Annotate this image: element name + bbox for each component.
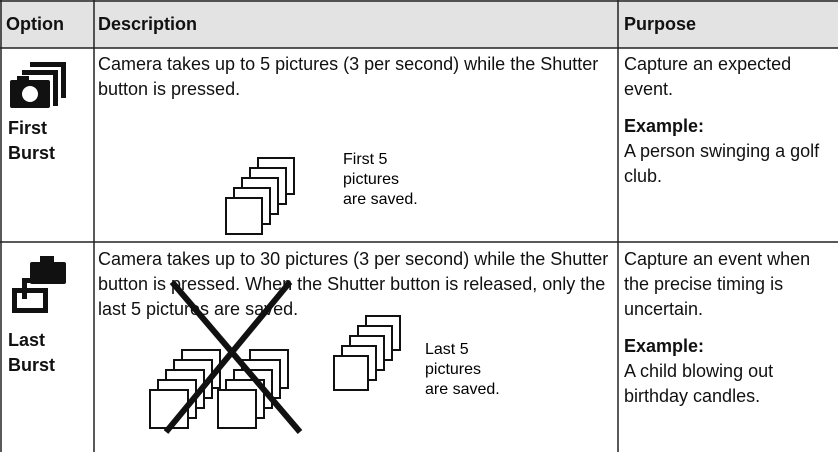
diagram-label: First 5 pictures are saved. (343, 150, 418, 210)
description: Camera takes up to 30 pictures (3 per se… (98, 249, 609, 319)
label-line: are saved. (425, 381, 500, 398)
description: Camera takes up to 5 pictures (3 per sec… (98, 54, 599, 99)
diagram-label: Last 5 pictures are saved. (425, 340, 500, 400)
header-cell: Option (6, 14, 64, 34)
picture-frame (217, 389, 257, 429)
header-bg (0, 0, 838, 48)
purpose: Capture an expected event. (624, 54, 792, 99)
option-name: First Burst (8, 118, 56, 163)
option-name: Last Burst (8, 330, 56, 375)
example-text: A person swinging a golf club. (624, 141, 820, 186)
example-text: A child blowing out birthday candles. (624, 361, 774, 406)
purpose: Capture an event when the precise timing… (624, 249, 811, 319)
first-burst-icon (10, 62, 66, 108)
cross-line (169, 280, 303, 434)
example-title: Example: (624, 116, 705, 136)
label-line: pictures (343, 171, 400, 188)
header-cell: Purpose (624, 14, 697, 34)
label-line: Last 5 (425, 341, 469, 358)
label-line: First 5 (343, 151, 388, 168)
last-burst-icon (12, 256, 66, 313)
label-line: pictures (425, 361, 482, 378)
header-cell: Description (98, 14, 198, 34)
picture-frame (333, 355, 369, 391)
cross-line (163, 280, 293, 434)
example-title: Example: (624, 336, 705, 356)
picture-frame (225, 197, 263, 235)
label-line: are saved. (343, 191, 418, 208)
